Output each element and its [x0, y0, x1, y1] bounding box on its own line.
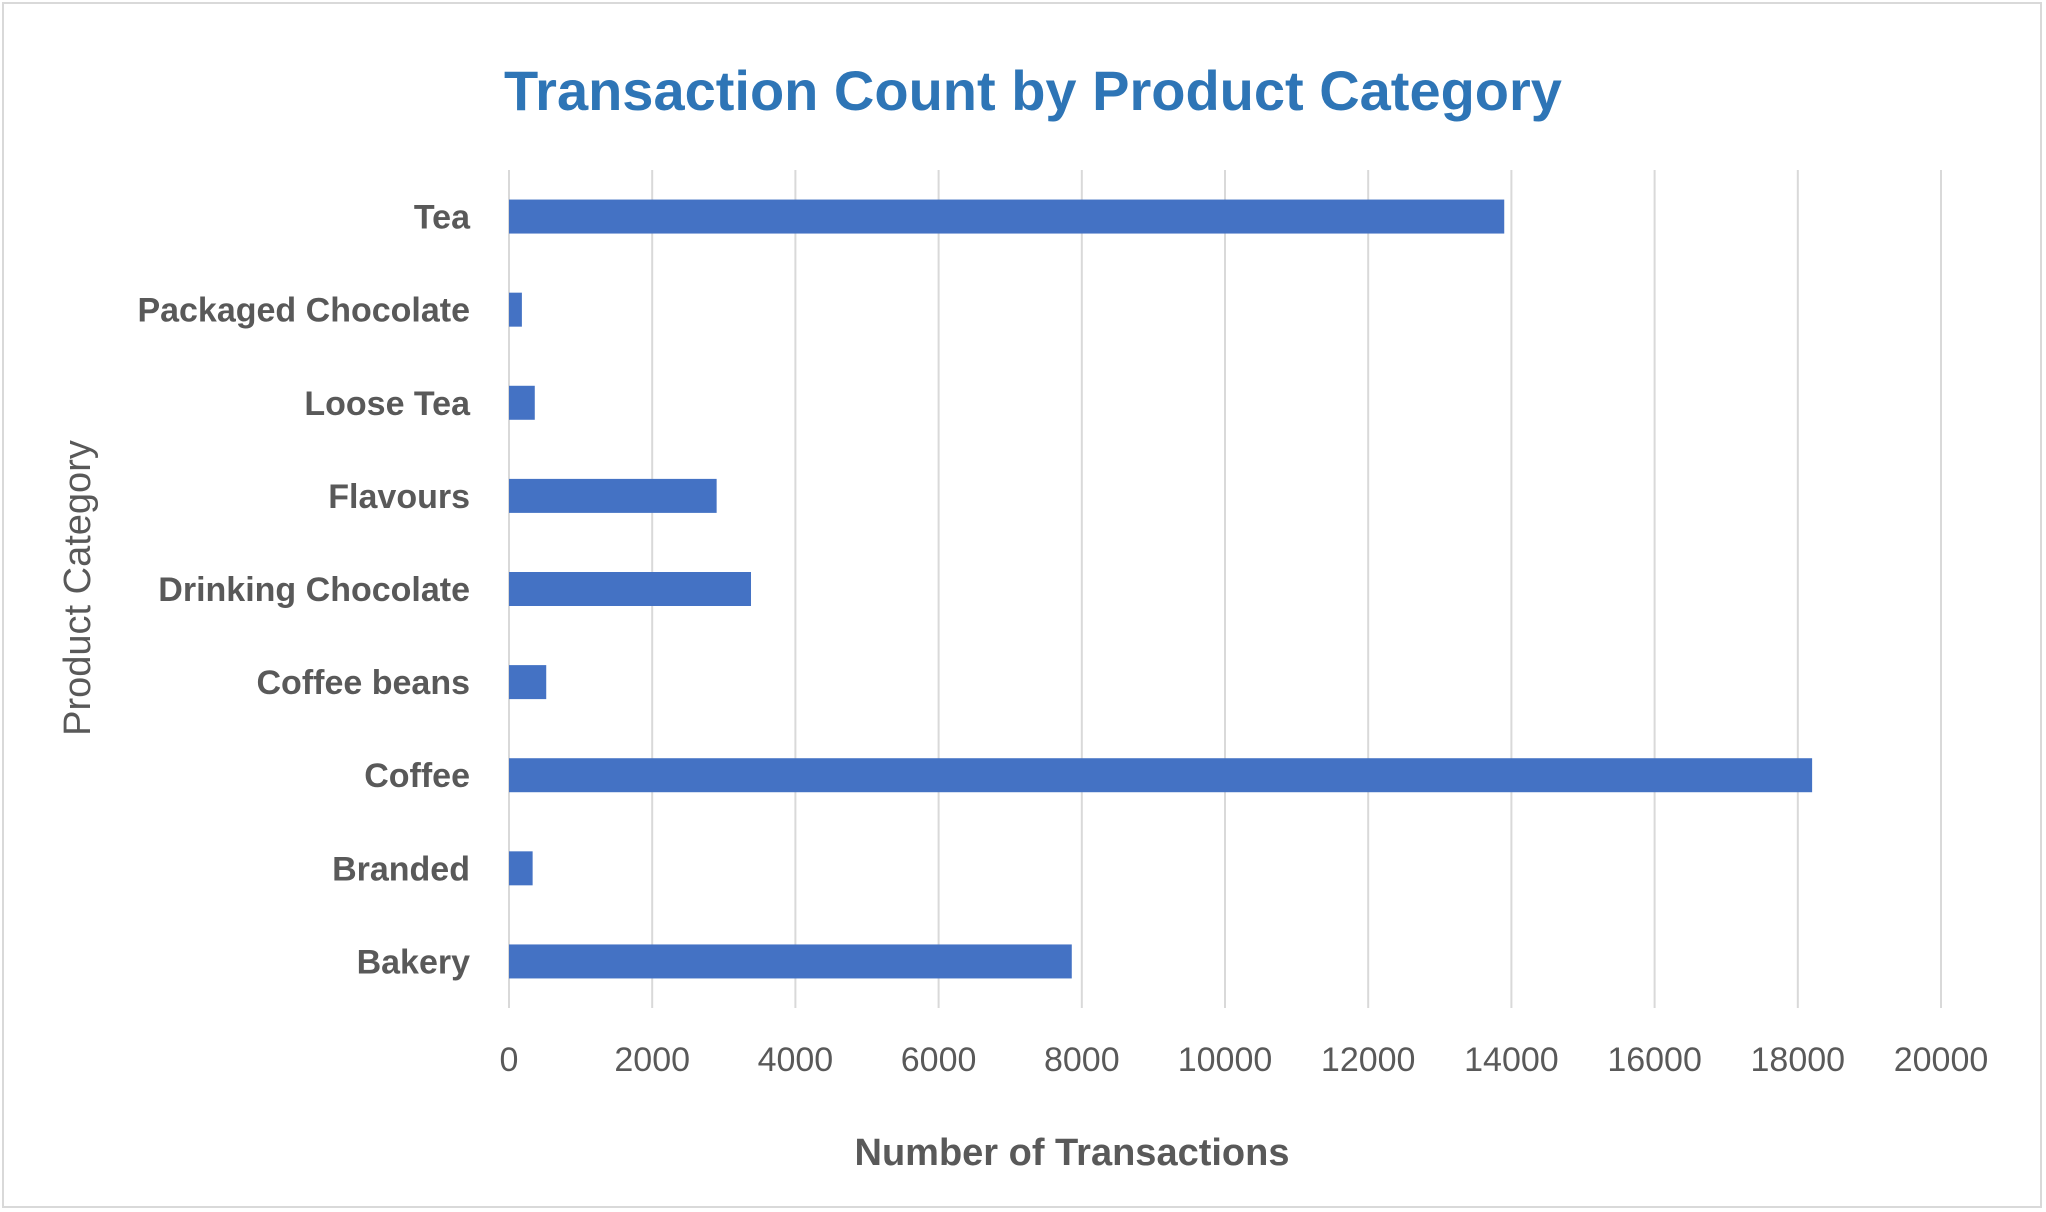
x-tick-labels: 0 2000 4000 6000 8000 10000 12000 14000 16000 180… — [500, 1041, 1989, 1079]
category-label: Tea — [414, 199, 471, 237]
y-axis-title: Product Category — [57, 440, 99, 736]
category-label: Flavours — [328, 478, 470, 516]
bar-coffee — [509, 758, 1813, 793]
category-label: Packaged Chocolate — [137, 292, 470, 330]
category-labels: Tea Packaged Chocolate Loose Tea Flavours Dr… — [137, 199, 471, 982]
x-tick-label: 4000 — [758, 1041, 834, 1079]
x-axis-title: Number of Transactions — [855, 1132, 1290, 1174]
x-tick-label: 10000 — [1178, 1041, 1273, 1079]
bar-branded — [509, 851, 533, 886]
category-label: Drinking Chocolate — [158, 571, 470, 609]
x-tick-label: 6000 — [901, 1041, 977, 1079]
bar-coffee-beans — [509, 665, 547, 700]
bar-tea — [509, 199, 1505, 234]
x-tick-label: 8000 — [1044, 1041, 1120, 1079]
x-tick-label: 0 — [500, 1041, 519, 1079]
category-label: Bakery — [357, 943, 471, 981]
bar-drinking-chocolate — [509, 572, 752, 606]
x-tick-label: 16000 — [1607, 1041, 1702, 1079]
category-label: Branded — [332, 850, 470, 888]
x-tick-label: 2000 — [614, 1041, 690, 1079]
x-tick-label: 20000 — [1894, 1041, 1989, 1079]
category-label: Loose Tea — [304, 385, 471, 423]
x-tick-label: 14000 — [1464, 1041, 1559, 1079]
bar-bakery — [509, 944, 1072, 979]
category-label: Coffee — [364, 757, 470, 795]
chart-title: Transaction Count by Product Category — [504, 59, 1562, 122]
category-label: Coffee beans — [257, 664, 471, 702]
bar-packaged-chocolate — [509, 292, 522, 327]
bars — [509, 199, 1813, 979]
bar-loose-tea — [509, 385, 535, 420]
bar-flavours — [509, 478, 717, 513]
x-tick-label: 12000 — [1321, 1041, 1416, 1079]
x-tick-label: 18000 — [1751, 1041, 1846, 1079]
